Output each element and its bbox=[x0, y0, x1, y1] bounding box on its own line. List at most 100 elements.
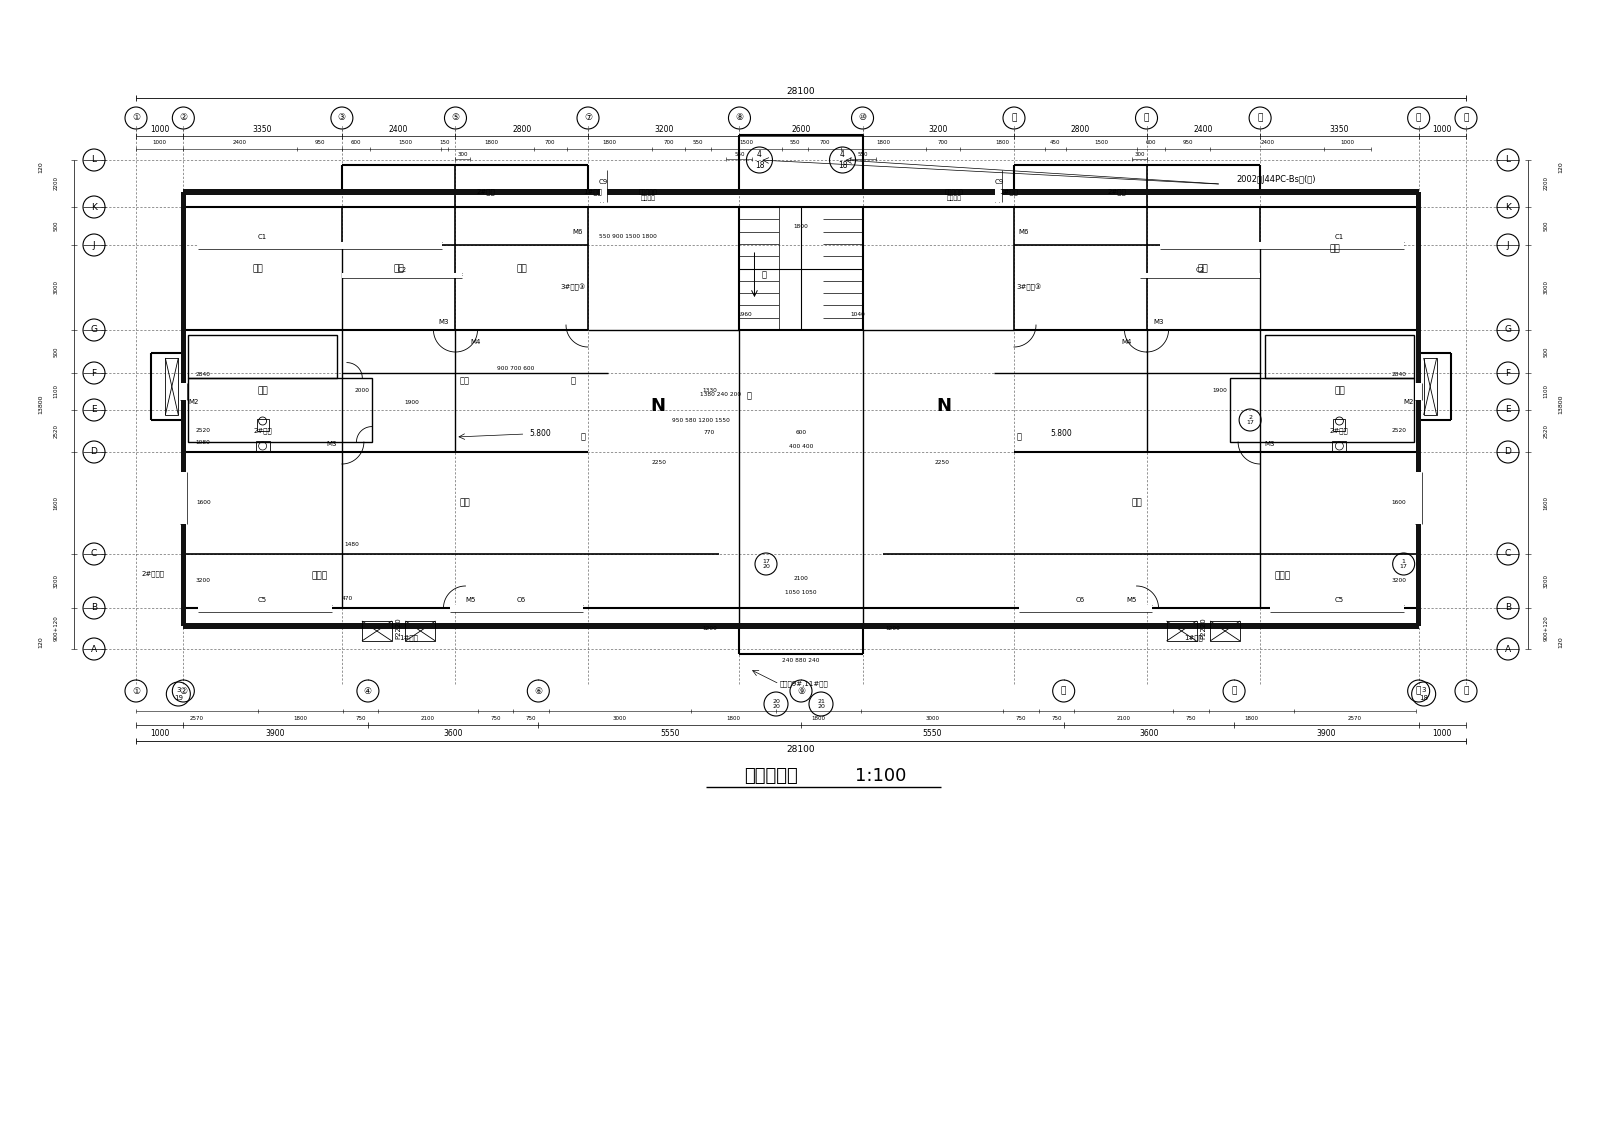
Text: 900+120: 900+120 bbox=[53, 615, 59, 641]
Text: 1500: 1500 bbox=[398, 140, 413, 146]
Text: L: L bbox=[91, 155, 96, 164]
Text: ⑰: ⑰ bbox=[1464, 113, 1469, 122]
Text: 700: 700 bbox=[938, 140, 949, 146]
Text: 28100: 28100 bbox=[787, 744, 816, 753]
Text: ⑯: ⑯ bbox=[1416, 687, 1421, 696]
Text: 770: 770 bbox=[704, 430, 715, 434]
Text: 2840: 2840 bbox=[195, 372, 211, 378]
Text: 1200: 1200 bbox=[885, 625, 899, 631]
Text: 700: 700 bbox=[546, 140, 555, 146]
Text: 2100: 2100 bbox=[1117, 716, 1131, 720]
Text: 1#阳台: 1#阳台 bbox=[1184, 634, 1203, 641]
Text: ⑤: ⑤ bbox=[451, 113, 459, 122]
Text: 2#阳台: 2#阳台 bbox=[477, 189, 494, 196]
Text: 客厅: 客厅 bbox=[1131, 499, 1142, 508]
Bar bbox=[198, 604, 331, 612]
Text: C2: C2 bbox=[1195, 267, 1205, 273]
Text: M3: M3 bbox=[438, 319, 448, 325]
Text: 550: 550 bbox=[693, 140, 704, 146]
Text: 2570: 2570 bbox=[1349, 716, 1362, 720]
Text: 2#空调板: 2#空调板 bbox=[142, 571, 165, 577]
Text: 1800: 1800 bbox=[293, 716, 307, 720]
Bar bbox=[1141, 273, 1261, 277]
Text: 120: 120 bbox=[38, 636, 43, 648]
Bar bbox=[1160, 242, 1403, 249]
Text: 1800: 1800 bbox=[602, 140, 616, 146]
Text: 1#阳台: 1#阳台 bbox=[1000, 189, 1019, 196]
Text: 3900: 3900 bbox=[266, 728, 285, 737]
Text: 500: 500 bbox=[53, 221, 59, 231]
Text: L: L bbox=[1506, 155, 1510, 164]
Text: P2220: P2220 bbox=[395, 618, 402, 639]
Text: 1800: 1800 bbox=[811, 716, 826, 720]
Text: 2000: 2000 bbox=[354, 388, 370, 392]
Text: 2400: 2400 bbox=[1261, 140, 1274, 146]
Text: ⑩: ⑩ bbox=[859, 113, 867, 122]
Bar bbox=[1019, 604, 1152, 612]
Bar bbox=[1416, 192, 1421, 625]
Text: 4
18: 4 18 bbox=[755, 150, 765, 170]
Text: 17
20: 17 20 bbox=[762, 559, 770, 569]
Text: 1:100: 1:100 bbox=[856, 767, 907, 785]
Text: 2100: 2100 bbox=[421, 716, 435, 720]
Text: 3000: 3000 bbox=[53, 280, 59, 294]
Text: 3900: 3900 bbox=[1317, 728, 1336, 737]
Text: 1900: 1900 bbox=[405, 399, 419, 405]
Text: 550: 550 bbox=[858, 152, 867, 156]
Text: 1800: 1800 bbox=[1245, 716, 1259, 720]
Text: 2
17: 2 17 bbox=[1246, 415, 1254, 425]
Bar bbox=[362, 621, 392, 641]
Text: 下沉卫生间
低成房有: 下沉卫生间 低成房有 bbox=[944, 189, 963, 201]
Text: 2#卫浴: 2#卫浴 bbox=[253, 428, 272, 434]
Text: 1600: 1600 bbox=[195, 501, 211, 506]
Text: 2800: 2800 bbox=[512, 124, 531, 133]
Text: M6: M6 bbox=[573, 228, 584, 235]
Text: M3: M3 bbox=[1266, 441, 1275, 447]
Text: 20
20: 20 20 bbox=[773, 699, 779, 709]
Text: 1800: 1800 bbox=[483, 140, 498, 146]
Text: 300: 300 bbox=[458, 152, 467, 156]
Text: 750: 750 bbox=[526, 716, 536, 720]
Text: 13800: 13800 bbox=[38, 395, 43, 414]
Text: F: F bbox=[1506, 369, 1510, 378]
Text: 下沉卫生间
低成房有: 下沉卫生间 低成房有 bbox=[638, 189, 658, 201]
Text: 5.800: 5.800 bbox=[1051, 430, 1072, 439]
Text: ⑨: ⑨ bbox=[797, 687, 805, 696]
Text: 3
19: 3 19 bbox=[174, 688, 182, 700]
Text: C: C bbox=[1506, 550, 1510, 559]
Bar bbox=[1266, 335, 1414, 378]
Text: 2400: 2400 bbox=[234, 140, 246, 146]
Text: 13800: 13800 bbox=[1558, 395, 1563, 414]
Bar bbox=[1414, 383, 1422, 400]
Text: M3: M3 bbox=[1154, 319, 1163, 325]
Text: 500: 500 bbox=[1544, 346, 1549, 356]
Text: 2520: 2520 bbox=[1544, 424, 1549, 438]
Text: 3200: 3200 bbox=[195, 578, 211, 584]
Text: 900 700 600: 900 700 600 bbox=[496, 365, 534, 371]
Text: 3200: 3200 bbox=[654, 124, 674, 133]
Bar bbox=[189, 378, 371, 442]
Text: 1000: 1000 bbox=[1432, 728, 1453, 737]
Bar bbox=[179, 383, 187, 400]
Text: C1: C1 bbox=[1334, 234, 1344, 240]
Text: 3200: 3200 bbox=[53, 575, 59, 588]
Text: M4: M4 bbox=[1122, 339, 1131, 345]
Text: C2: C2 bbox=[397, 267, 406, 273]
Text: ⑰: ⑰ bbox=[1464, 687, 1469, 696]
Bar bbox=[451, 604, 582, 612]
Text: 550: 550 bbox=[734, 152, 744, 156]
Text: 1#阳台: 1#阳台 bbox=[400, 634, 418, 641]
Text: 750: 750 bbox=[1051, 716, 1062, 720]
Text: 550: 550 bbox=[790, 140, 800, 146]
Text: ⑬: ⑬ bbox=[1144, 113, 1149, 122]
Text: 1#阳台: 1#阳台 bbox=[584, 189, 603, 196]
Text: 餐厅: 餐厅 bbox=[1330, 244, 1339, 253]
Text: 3350: 3350 bbox=[253, 124, 272, 133]
Text: 120: 120 bbox=[38, 161, 43, 173]
Bar bbox=[342, 273, 462, 277]
Text: 下: 下 bbox=[762, 270, 766, 279]
Text: 3200: 3200 bbox=[1390, 578, 1406, 584]
Text: 900+120: 900+120 bbox=[1544, 615, 1549, 641]
Text: 4
18: 4 18 bbox=[838, 150, 848, 170]
Text: 240 880 240: 240 880 240 bbox=[782, 658, 819, 664]
